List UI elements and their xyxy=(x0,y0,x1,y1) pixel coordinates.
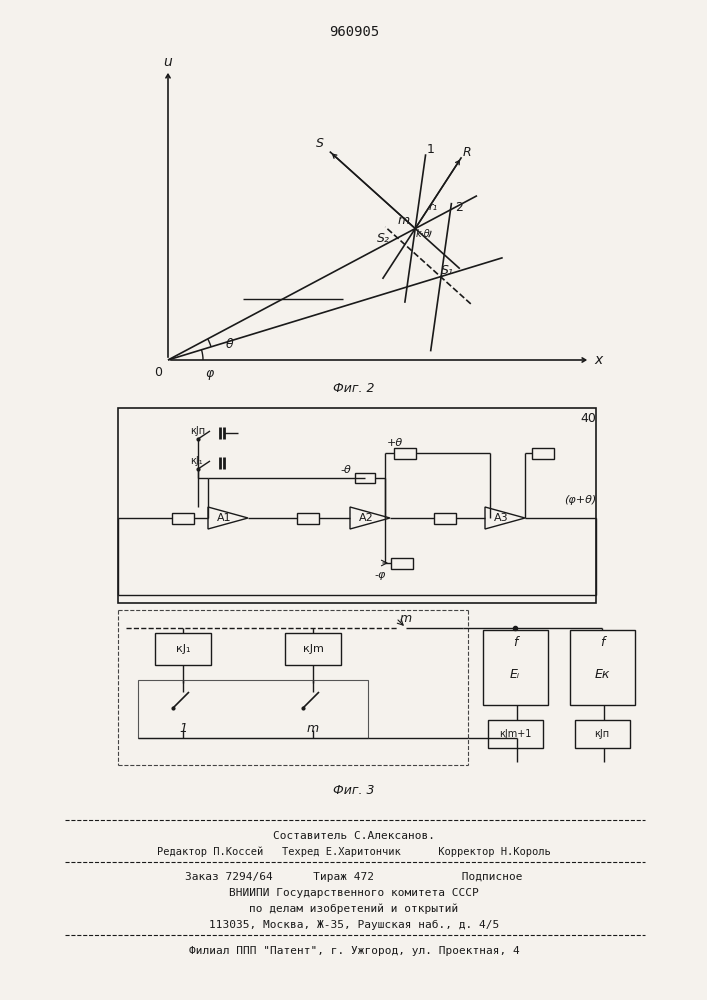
Text: 960905: 960905 xyxy=(329,25,379,39)
Bar xyxy=(575,720,630,748)
Bar xyxy=(570,630,635,705)
Text: S₂: S₂ xyxy=(377,232,390,245)
Text: 113035, Москва, Ж-35, Раушская наб., д. 4/5: 113035, Москва, Ж-35, Раушская наб., д. … xyxy=(209,920,499,930)
Text: u: u xyxy=(163,55,173,69)
Bar xyxy=(155,633,211,665)
Text: m: m xyxy=(400,611,412,624)
Text: Составитель С.Алексанов.: Составитель С.Алексанов. xyxy=(273,831,435,841)
Bar xyxy=(355,473,375,483)
Text: Редактор П.Коссей   Техред Е.Харитончик      Корректор Н.Король: Редактор П.Коссей Техред Е.Харитончик Ко… xyxy=(157,847,551,857)
Text: R: R xyxy=(462,146,471,159)
Text: (φ+θ): (φ+θ) xyxy=(564,495,596,505)
Text: r₁: r₁ xyxy=(428,202,438,212)
Text: ВНИИПИ Государственного комитета СССР: ВНИИПИ Государственного комитета СССР xyxy=(229,888,479,898)
Text: φ: φ xyxy=(206,367,214,380)
Text: S: S xyxy=(316,137,324,150)
Text: Eᵢ: Eᵢ xyxy=(510,668,520,682)
Text: A1: A1 xyxy=(216,513,231,523)
Text: кJп: кJп xyxy=(190,426,205,436)
Text: кJm+1: кJm+1 xyxy=(499,729,531,739)
Text: -θ: -θ xyxy=(341,465,351,475)
Text: Филиал ППП "Патент", г. Ужгород, ул. Проектная, 4: Филиал ППП "Патент", г. Ужгород, ул. Про… xyxy=(189,946,520,956)
Bar xyxy=(138,680,368,738)
Text: A2: A2 xyxy=(358,513,373,523)
Text: k·θ: k·θ xyxy=(416,229,431,239)
Text: θ: θ xyxy=(226,338,234,351)
Bar xyxy=(488,720,543,748)
Text: Фиг. 2: Фиг. 2 xyxy=(333,381,375,394)
Text: 40: 40 xyxy=(580,412,596,424)
Text: S₁: S₁ xyxy=(441,264,455,277)
Bar xyxy=(394,448,416,459)
Text: f: f xyxy=(513,636,518,648)
Bar xyxy=(172,513,194,524)
Text: 1: 1 xyxy=(179,722,187,734)
Text: Заказ 7294/64      Тираж 472             Подписное: Заказ 7294/64 Тираж 472 Подписное xyxy=(185,872,522,882)
Bar xyxy=(434,513,456,524)
Bar xyxy=(297,513,319,524)
Bar xyxy=(532,448,554,459)
Text: f: f xyxy=(600,636,604,648)
Text: кJ₁: кJ₁ xyxy=(190,456,203,466)
Text: 0: 0 xyxy=(154,365,162,378)
Text: +θ: +θ xyxy=(387,438,403,448)
Bar xyxy=(118,408,596,603)
Text: кJп: кJп xyxy=(595,729,609,739)
Text: x: x xyxy=(594,353,602,367)
Bar xyxy=(285,633,341,665)
Text: m: m xyxy=(307,722,319,734)
Text: -φ: -φ xyxy=(374,570,386,580)
Bar xyxy=(391,558,413,569)
Text: кJm: кJm xyxy=(303,644,323,654)
Text: A3: A3 xyxy=(493,513,508,523)
Text: Фиг. 3: Фиг. 3 xyxy=(333,784,375,796)
Text: кJ₁: кJ₁ xyxy=(176,644,190,654)
Text: 2: 2 xyxy=(455,201,463,214)
Bar xyxy=(483,630,548,705)
Text: m: m xyxy=(397,214,409,227)
Text: по делам изобретений и открытий: по делам изобретений и открытий xyxy=(250,904,459,914)
Text: Eк: Eк xyxy=(595,668,609,682)
Text: 1: 1 xyxy=(427,143,435,156)
